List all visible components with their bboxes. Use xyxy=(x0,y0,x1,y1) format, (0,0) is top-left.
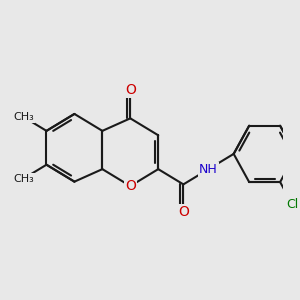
Text: CH₃: CH₃ xyxy=(13,112,34,122)
Text: CH₃: CH₃ xyxy=(13,174,34,184)
Text: Cl: Cl xyxy=(286,198,299,212)
Text: O: O xyxy=(178,205,189,219)
Text: O: O xyxy=(125,179,136,193)
Text: O: O xyxy=(125,82,136,97)
Text: NH: NH xyxy=(199,163,218,176)
